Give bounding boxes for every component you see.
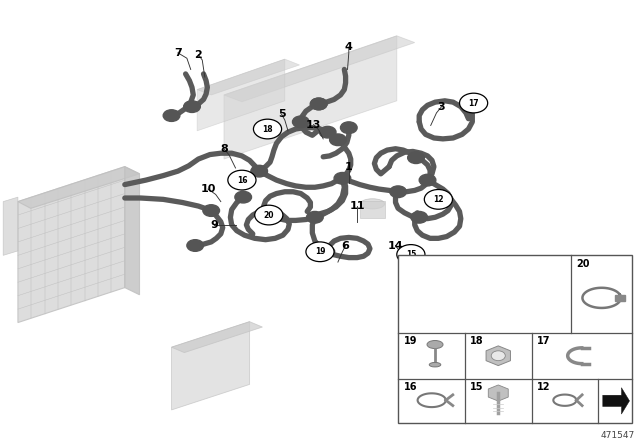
Circle shape	[310, 98, 327, 110]
Polygon shape	[615, 295, 625, 301]
Circle shape	[460, 93, 488, 113]
Text: 19: 19	[404, 336, 417, 346]
Text: 9: 9	[211, 220, 218, 230]
Text: 17: 17	[537, 336, 550, 346]
Text: 11: 11	[349, 201, 365, 211]
Text: 3: 3	[438, 102, 445, 112]
Circle shape	[251, 165, 268, 177]
Polygon shape	[486, 346, 511, 366]
Polygon shape	[18, 167, 125, 323]
Polygon shape	[172, 322, 250, 410]
Circle shape	[340, 122, 357, 134]
Circle shape	[310, 98, 327, 110]
Text: 19: 19	[315, 247, 325, 256]
Circle shape	[306, 242, 334, 262]
Text: 16: 16	[404, 383, 417, 392]
Polygon shape	[3, 197, 18, 255]
Circle shape	[203, 205, 220, 216]
Text: 10: 10	[200, 184, 216, 194]
FancyBboxPatch shape	[398, 255, 632, 423]
Circle shape	[411, 211, 428, 223]
Text: 12: 12	[537, 383, 550, 392]
Text: 2: 2	[195, 50, 202, 60]
Text: 13: 13	[306, 120, 321, 129]
Text: 15: 15	[470, 383, 484, 392]
Text: 17: 17	[468, 99, 479, 108]
Circle shape	[228, 170, 256, 190]
Polygon shape	[603, 388, 630, 414]
Text: 12: 12	[433, 195, 444, 204]
Text: 6: 6	[342, 241, 349, 250]
Polygon shape	[360, 201, 385, 218]
Text: 8: 8	[220, 144, 228, 154]
Circle shape	[307, 211, 323, 223]
Circle shape	[408, 152, 424, 164]
Circle shape	[419, 174, 436, 186]
Text: 1: 1	[345, 162, 353, 172]
Circle shape	[334, 172, 351, 184]
Text: 5: 5	[278, 109, 285, 119]
Ellipse shape	[429, 362, 441, 367]
Ellipse shape	[360, 199, 385, 209]
Polygon shape	[197, 59, 300, 95]
Circle shape	[492, 351, 506, 361]
Circle shape	[462, 102, 479, 113]
Text: 18: 18	[470, 336, 484, 346]
Circle shape	[187, 240, 204, 251]
Circle shape	[292, 116, 309, 128]
Polygon shape	[224, 36, 397, 159]
Circle shape	[318, 246, 335, 258]
Ellipse shape	[427, 340, 443, 349]
Circle shape	[163, 110, 180, 121]
Polygon shape	[18, 167, 140, 208]
Text: 18: 18	[262, 125, 273, 134]
Circle shape	[424, 190, 452, 209]
Circle shape	[253, 119, 282, 139]
Text: 14: 14	[388, 241, 403, 250]
Circle shape	[397, 245, 425, 264]
Text: 7: 7	[174, 48, 182, 58]
Circle shape	[184, 101, 200, 112]
Text: 15: 15	[406, 250, 416, 259]
Circle shape	[319, 126, 336, 138]
Polygon shape	[488, 385, 508, 401]
Circle shape	[235, 191, 252, 203]
Text: 4: 4	[345, 42, 353, 52]
Circle shape	[330, 134, 346, 146]
Polygon shape	[197, 59, 285, 131]
Polygon shape	[224, 36, 415, 102]
Text: 471547: 471547	[600, 431, 635, 440]
Circle shape	[390, 186, 406, 198]
Text: 16: 16	[237, 176, 247, 185]
Polygon shape	[172, 322, 262, 353]
Text: 20: 20	[264, 211, 274, 220]
Text: 20: 20	[577, 259, 590, 269]
Polygon shape	[125, 167, 140, 295]
Circle shape	[255, 205, 283, 225]
